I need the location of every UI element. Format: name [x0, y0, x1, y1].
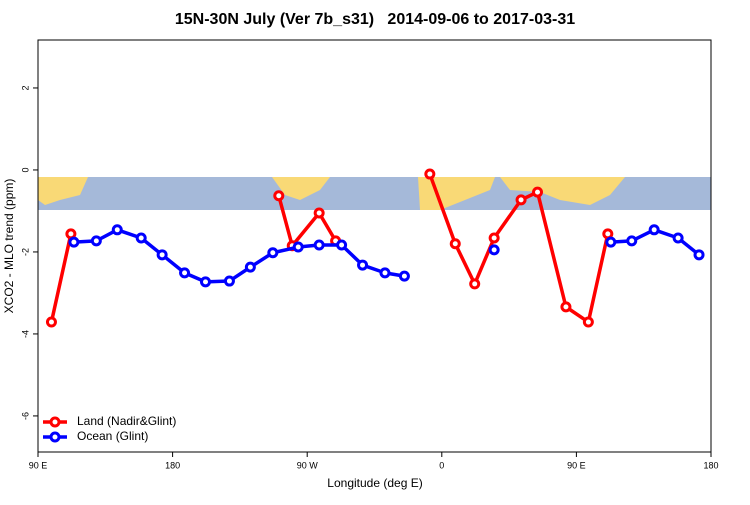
data-point: [469, 278, 481, 290]
x-tick-label: 0: [439, 460, 444, 470]
data-point: [292, 241, 304, 253]
x-axis-label: Longitude (deg E): [327, 476, 422, 490]
data-point: [648, 224, 660, 236]
x-tick-label: 90 E: [29, 460, 48, 470]
data-point: [90, 235, 102, 247]
data-point: [605, 236, 617, 248]
data-point: [156, 249, 168, 261]
data-point: [398, 270, 410, 282]
legend-marker: [49, 431, 61, 443]
data-point: [135, 232, 147, 244]
data-point: [357, 259, 369, 271]
data-point: [672, 232, 684, 244]
data-point: [560, 301, 572, 313]
data-point: [449, 238, 461, 250]
x-tick-label: 90 W: [297, 460, 319, 470]
y-axis-label: XCO2 - MLO trend (ppm): [2, 179, 16, 314]
chart-title: 15N-30N July (Ver 7b_s31) 2014-09-06 to …: [175, 11, 575, 28]
data-point: [582, 316, 594, 328]
data-point: [179, 267, 191, 279]
data-point: [693, 249, 705, 261]
y-tick-label: 2: [20, 85, 30, 90]
legend-marker: [49, 416, 61, 428]
data-point: [200, 276, 212, 288]
x-tick-label: 90 E: [567, 460, 586, 470]
data-point: [488, 232, 500, 244]
data-point: [626, 235, 638, 247]
data-point: [273, 190, 285, 202]
y-tick-label: 0: [20, 167, 30, 172]
data-point: [111, 224, 123, 236]
data-point: [68, 236, 80, 248]
data-point: [488, 244, 500, 256]
data-point: [515, 194, 527, 206]
data-point: [244, 261, 256, 273]
legend-label: Land (Nadir&Glint): [77, 414, 176, 428]
plot-frame: [37, 39, 712, 453]
x-tick-label: 180: [703, 460, 718, 470]
data-point: [45, 316, 57, 328]
data-point: [532, 186, 544, 198]
data-point: [336, 239, 348, 251]
y-tick-label: -4: [20, 330, 30, 338]
data-point: [424, 168, 436, 180]
map-band: [38, 177, 711, 210]
x-tick-label: 180: [165, 460, 180, 470]
data-point: [313, 207, 325, 219]
y-tick-label: -2: [20, 248, 30, 256]
y-tick-label: -6: [20, 412, 30, 420]
data-point: [379, 267, 391, 279]
data-point: [267, 247, 279, 259]
legend-label: Ocean (Glint): [77, 429, 148, 443]
data-point: [313, 239, 325, 251]
data-point: [223, 275, 235, 287]
